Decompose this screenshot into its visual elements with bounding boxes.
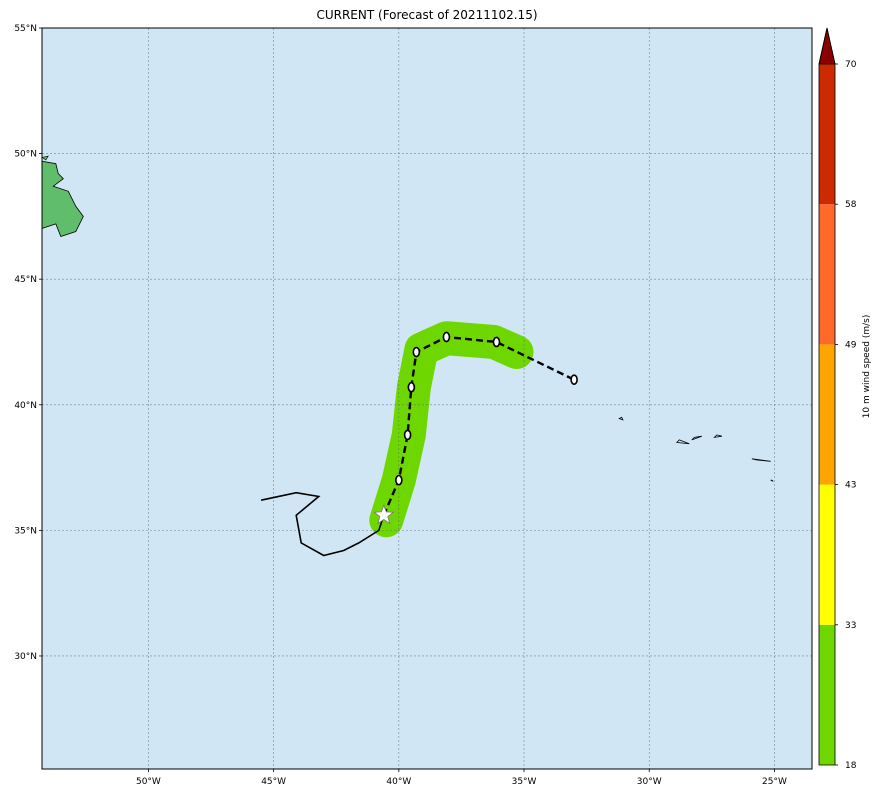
current-position-star [373, 504, 395, 525]
newfoundland-landmass [42, 160, 84, 237]
colorbar-tick-label: 43 [845, 481, 856, 491]
island-outline [618, 416, 624, 421]
colorbar-tick-label: 18 [845, 761, 857, 771]
colorbar-axis-label: 10 m wind speed (m/s) [862, 315, 872, 419]
longitude-tick-label: 50°W [136, 777, 161, 787]
longitude-tick-label: 25°W [762, 777, 787, 787]
latitude-tick-label: 45°N [14, 275, 37, 285]
longitude-tick-label: 40°W [386, 777, 411, 787]
latitude-tick-label: 50°N [14, 150, 37, 160]
coastal-islet [42, 155, 49, 161]
colorbar-tick-label: 33 [845, 621, 856, 631]
island-outline [770, 479, 774, 482]
longitude-tick-label: 30°W [637, 777, 662, 787]
island-outline [751, 458, 771, 462]
colorbar-tick-label: 49 [845, 340, 857, 350]
forecast-point-marker [570, 374, 578, 385]
colorbar-extend-arrow [818, 27, 836, 65]
latitude-tick-label: 30°N [14, 652, 37, 662]
island-outline [713, 434, 722, 438]
forecast-point-marker [492, 336, 501, 348]
map-plot-area: 55°N 50°N 45°N 40°N 35°N 30°N 50°W 45°W 40°W 35°W… [14, 24, 813, 787]
island-outline [691, 435, 702, 441]
longitude-tick-label: 35°W [512, 777, 537, 787]
colorbar-tick-label: 70 [845, 60, 857, 70]
colorbar-segment [819, 624, 835, 765]
map-frame [41, 27, 813, 770]
latitude-tick-label: 55°N [14, 24, 37, 34]
forecast-point-marker [403, 429, 412, 441]
latitude-tick-label: 40°N [14, 401, 37, 411]
forecast-point-marker [442, 331, 451, 343]
colorbar-segment [819, 484, 835, 625]
colorbar-segment [819, 204, 835, 345]
island-outline [675, 439, 690, 445]
map-title: CURRENT (Forecast of 20211102.15) [316, 8, 538, 22]
forecast-track-line [382, 335, 575, 516]
map-clipped-layer [42, 28, 812, 769]
forecast-point-marker [395, 474, 403, 486]
forecast-point-marker [407, 381, 416, 393]
forecast-point-marker [412, 346, 421, 358]
colorbar: 18 33 43 49 58 70 10 m wind speed (m/s) [818, 27, 872, 771]
colorbar-segment [819, 344, 835, 485]
past-track-line [260, 491, 385, 557]
latitude-tick-label: 35°N [14, 526, 37, 536]
longitude-tick-label: 45°W [261, 777, 286, 787]
colorbar-segment [819, 64, 835, 205]
colorbar-outline [818, 27, 836, 766]
colorbar-tick-label: 58 [845, 200, 857, 210]
